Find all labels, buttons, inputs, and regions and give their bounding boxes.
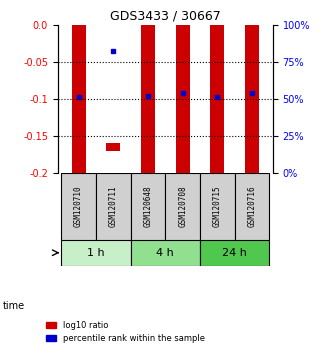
- Text: 1 h: 1 h: [87, 248, 105, 258]
- Text: GSM120708: GSM120708: [178, 185, 187, 227]
- Title: GDS3433 / 30667: GDS3433 / 30667: [110, 9, 221, 22]
- Text: 24 h: 24 h: [222, 248, 247, 258]
- FancyBboxPatch shape: [165, 173, 200, 240]
- Text: time: time: [3, 301, 25, 311]
- Bar: [141, 25, 155, 173]
- Bar: [176, 25, 190, 173]
- Text: GSM120715: GSM120715: [213, 185, 222, 227]
- FancyBboxPatch shape: [131, 240, 200, 266]
- FancyBboxPatch shape: [131, 173, 165, 240]
- Bar: [72, 25, 85, 173]
- FancyBboxPatch shape: [96, 173, 131, 240]
- Bar: [245, 25, 259, 173]
- Bar: [106, 143, 120, 150]
- FancyBboxPatch shape: [200, 240, 269, 266]
- Text: GSM120648: GSM120648: [143, 185, 152, 227]
- Legend: log10 ratio, percentile rank within the sample: log10 ratio, percentile rank within the …: [43, 318, 208, 346]
- Text: GSM120710: GSM120710: [74, 185, 83, 227]
- FancyBboxPatch shape: [61, 173, 96, 240]
- FancyBboxPatch shape: [235, 173, 269, 240]
- FancyBboxPatch shape: [200, 173, 235, 240]
- Text: GSM120716: GSM120716: [247, 185, 256, 227]
- Text: GSM120711: GSM120711: [109, 185, 118, 227]
- Text: 4 h: 4 h: [156, 248, 174, 258]
- FancyBboxPatch shape: [61, 240, 131, 266]
- Bar: [210, 25, 224, 173]
